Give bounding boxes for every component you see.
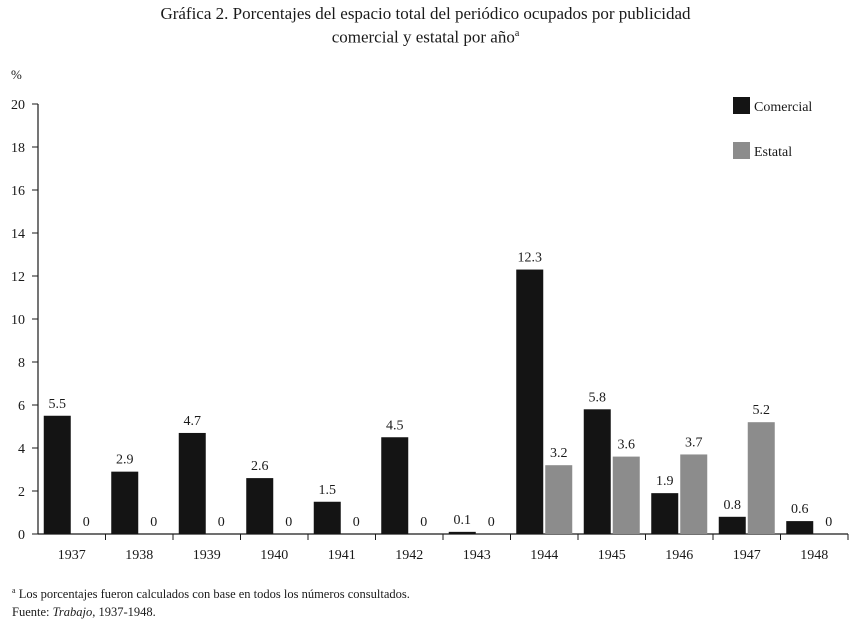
legend-label-estatal: Estatal — [754, 145, 792, 160]
bar-comercial — [43, 415, 71, 534]
x-tick-label: 1942 — [395, 548, 423, 563]
data-label: 2.9 — [116, 453, 134, 468]
bar-comercial — [583, 409, 611, 534]
x-tick-label: 1944 — [530, 548, 558, 563]
data-label: 0 — [825, 515, 832, 530]
y-tick-label: 0 — [18, 528, 25, 543]
data-label: 0 — [150, 515, 157, 530]
data-label: 0 — [420, 515, 427, 530]
x-tick-label: 1943 — [463, 548, 491, 563]
data-label: 5.2 — [753, 403, 771, 418]
bar-comercial — [381, 437, 409, 534]
x-tick-label: 1941 — [328, 548, 356, 563]
y-tick-label: 18 — [11, 141, 25, 156]
source-prefix: Fuente: — [12, 605, 53, 620]
data-label: 0 — [285, 515, 292, 530]
bar-comercial — [246, 478, 274, 534]
bar-comercial — [448, 531, 476, 534]
data-label: 3.6 — [618, 438, 636, 453]
bar-comercial — [786, 521, 814, 534]
data-label: 3.2 — [550, 446, 568, 461]
data-label: 2.6 — [251, 459, 269, 474]
y-tick-label: 14 — [11, 227, 25, 242]
data-label: 3.7 — [685, 435, 703, 450]
y-axis-unit-label: % — [11, 67, 22, 82]
legend-swatch-comercial — [733, 97, 750, 114]
bar-comercial — [718, 516, 746, 534]
chart-title-line2-text: comercial y estatal por año — [331, 27, 515, 47]
x-tick-label: 1948 — [800, 548, 828, 563]
legend-swatch-estatal — [733, 142, 750, 159]
footnote: a Los porcentajes fueron calculados con … — [12, 582, 410, 621]
y-tick-label: 4 — [18, 442, 25, 457]
bar-comercial — [651, 493, 679, 534]
data-label: 0 — [488, 515, 495, 530]
data-label: 4.5 — [386, 418, 404, 433]
bar-estatal — [545, 465, 573, 534]
x-tick-label: 1945 — [598, 548, 626, 563]
title-footnote-marker: a — [514, 28, 520, 39]
data-label: 1.9 — [656, 474, 674, 489]
data-label: 0 — [83, 515, 90, 530]
chart-title-line2: comercial y estatal por añoa — [0, 24, 851, 48]
y-tick-label: 10 — [11, 313, 25, 328]
y-tick-label: 12 — [11, 270, 25, 285]
chart-title-line1: Gráfica 2. Porcentajes del espacio total… — [160, 4, 691, 23]
footnote-text: Los porcentajes fueron calculados con ba… — [15, 587, 410, 602]
bar-comercial — [178, 432, 206, 534]
data-label: 0.8 — [724, 498, 742, 513]
data-label: 5.8 — [589, 390, 607, 405]
footnote-marker: a — [12, 586, 16, 595]
y-tick-label: 8 — [18, 356, 25, 371]
bar-comercial — [516, 269, 544, 534]
x-tick-label: 1937 — [58, 548, 86, 563]
data-label: 5.5 — [49, 397, 67, 412]
data-label: 0 — [353, 515, 360, 530]
bar-estatal — [680, 454, 708, 534]
footnote-note: a Los porcentajes fueron calculados con … — [12, 582, 410, 603]
bar-estatal — [612, 456, 640, 534]
y-tick-label: 20 — [11, 98, 25, 113]
x-tick-label: 1939 — [193, 548, 221, 563]
footnote-source: Fuente: Trabajo, 1937-1948. — [12, 603, 410, 621]
source-title: Trabajo — [52, 605, 93, 620]
data-label: 12.3 — [518, 251, 543, 266]
bar-estatal — [747, 422, 775, 534]
source-suffix: , 1937-1948. — [92, 605, 156, 620]
y-tick-label: 16 — [11, 184, 25, 199]
data-label: 1.5 — [319, 483, 337, 498]
legend-label-comercial: Comercial — [754, 100, 812, 115]
data-label: 0.1 — [454, 513, 472, 528]
x-tick-label: 1938 — [125, 548, 153, 563]
bar-comercial — [111, 471, 139, 534]
y-tick-label: 2 — [18, 485, 25, 500]
x-tick-label: 1940 — [260, 548, 288, 563]
x-tick-label: 1947 — [733, 548, 761, 563]
data-label: 4.7 — [184, 414, 202, 429]
chart-title: Gráfica 2. Porcentajes del espacio total… — [0, 4, 851, 48]
y-tick-label: 6 — [18, 399, 25, 414]
data-label: 0 — [218, 515, 225, 530]
x-tick-label: 1946 — [665, 548, 693, 563]
bar-comercial — [313, 501, 341, 534]
data-label: 0.6 — [791, 502, 809, 517]
